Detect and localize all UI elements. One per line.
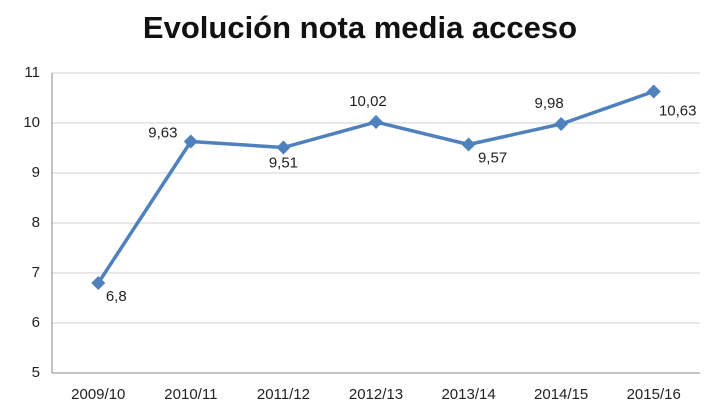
x-tick-label: 2013/14 bbox=[441, 386, 495, 403]
y-tick-label: 5 bbox=[32, 364, 40, 381]
marker bbox=[369, 115, 383, 129]
y-tick-label: 10 bbox=[23, 114, 40, 131]
marker bbox=[646, 84, 661, 99]
x-tick-label: 2015/16 bbox=[627, 386, 681, 403]
chart-title: Evolución nota media acceso bbox=[143, 10, 577, 45]
y-tick-label: 6 bbox=[32, 314, 40, 331]
marker bbox=[276, 140, 291, 155]
data-label: 10,63 bbox=[659, 102, 697, 119]
y-tick-label: 9 bbox=[32, 164, 40, 181]
data-label: 10,02 bbox=[349, 93, 387, 110]
x-tick-label: 2011/12 bbox=[257, 386, 310, 403]
marker bbox=[183, 134, 198, 149]
data-label: 9,63 bbox=[148, 124, 177, 141]
data-label: 9,57 bbox=[478, 149, 507, 166]
data-label: 9,51 bbox=[269, 154, 298, 171]
marker bbox=[91, 276, 106, 290]
x-tick-label: 2014/15 bbox=[534, 386, 588, 403]
x-tick-label: 2010/11 bbox=[164, 386, 217, 403]
marker bbox=[554, 117, 569, 131]
data-label: 6,8 bbox=[106, 288, 127, 305]
y-tick-label: 7 bbox=[32, 264, 40, 281]
x-tick-label: 2012/13 bbox=[349, 386, 403, 403]
y-tick-label: 8 bbox=[32, 214, 40, 231]
marker bbox=[461, 137, 476, 152]
data-label: 9,98 bbox=[535, 95, 564, 112]
y-tick-label: 11 bbox=[24, 64, 40, 81]
x-tick-label: 2009/10 bbox=[71, 386, 125, 403]
